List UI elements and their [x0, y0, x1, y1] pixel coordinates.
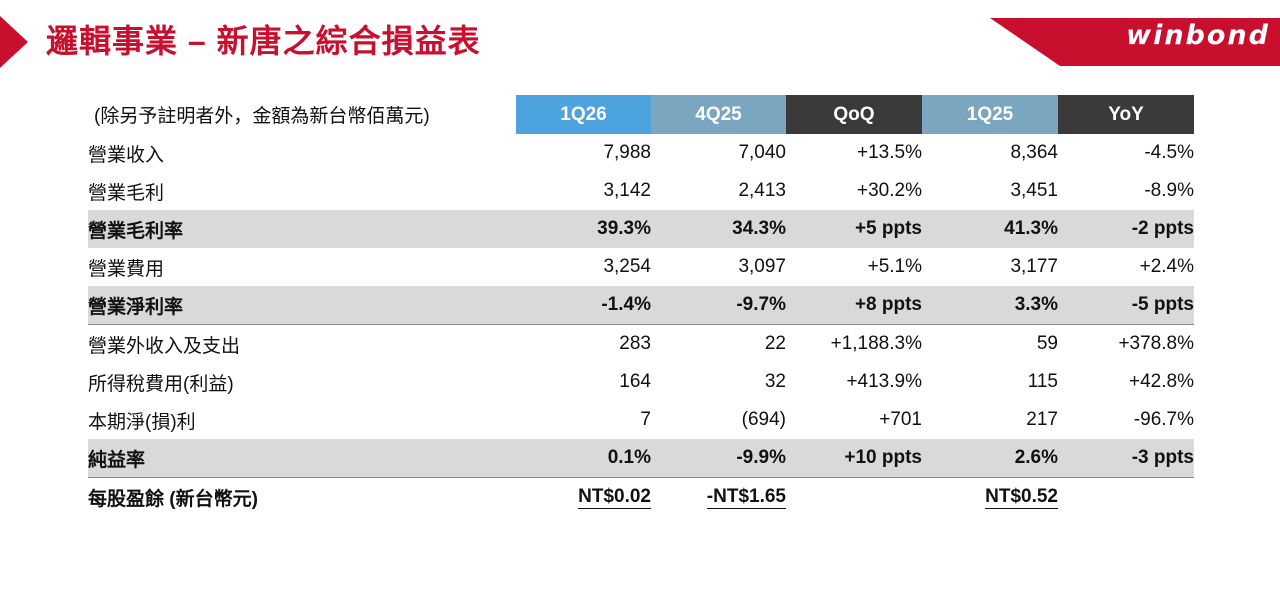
cell-qoq: +13.5%	[857, 142, 922, 163]
cell-qoq: +30.2%	[857, 180, 922, 201]
table-row-income-tax: 所得稅費用(利益) 164 32 +413.9% 115 +42.8%	[88, 363, 1194, 401]
cell-4q25: 22	[764, 333, 786, 354]
cell-qoq	[786, 478, 922, 517]
row-label: 營業毛利	[88, 182, 165, 204]
table-row-operating-expenses: 營業費用 3,254 3,097 +5.1% 3,177 +2.4%	[88, 248, 1194, 286]
table-row-operating-margin: 營業淨利率 -1.4% -9.7% +8 ppts 3.3% -5 ppts	[88, 286, 1194, 325]
row-label: 純益率	[88, 439, 516, 478]
cell-qoq: +5.1%	[867, 256, 922, 277]
eps-value: -NT$1.65	[706, 486, 786, 509]
cell-yoy: -96.7%	[1133, 409, 1194, 430]
cell-4q25: 32	[764, 371, 786, 392]
cell-yoy: -3 ppts	[1058, 439, 1194, 478]
table-row-gross-profit: 營業毛利 3,142 2,413 +30.2% 3,451 -8.9%	[88, 172, 1194, 210]
brand-banner	[990, 18, 1280, 66]
cell-yoy: +378.8%	[1118, 333, 1194, 354]
cell-1q25: 115	[1027, 371, 1058, 392]
cell-yoy	[1058, 478, 1194, 517]
title-accent-triangle	[0, 16, 28, 68]
cell-4q25: (694)	[741, 409, 786, 430]
cell-qoq: +1,188.3%	[830, 333, 922, 354]
cell-4q25: 7,040	[738, 142, 786, 163]
cell-1q25: 3,177	[1010, 256, 1058, 277]
cell-1q25: 3.3%	[922, 286, 1058, 325]
row-label: 營業外收入及支出	[88, 335, 241, 357]
cell-1q25: 41.3%	[922, 210, 1058, 248]
cell-4q25: 3,097	[738, 256, 786, 277]
cell-1q25: 2.6%	[922, 439, 1058, 478]
col-header-yoy: YoY	[1058, 95, 1194, 134]
cell-qoq: +5 ppts	[786, 210, 922, 248]
cell-1q26: 39.3%	[516, 210, 651, 248]
cell-1q26: -1.4%	[516, 286, 651, 325]
row-label: 每股盈餘 (新台幣元)	[88, 488, 258, 510]
cell-1q26: 0.1%	[516, 439, 651, 478]
row-label: 營業淨利率	[88, 286, 516, 325]
cell-1q26: 7,988	[603, 142, 651, 163]
cell-1q26: 164	[619, 371, 651, 392]
cell-1q26: NT$0.02	[516, 478, 651, 517]
cell-4q25: -9.9%	[651, 439, 786, 478]
cell-4q25: -9.7%	[651, 286, 786, 325]
row-label: 營業毛利率	[88, 210, 516, 248]
table-header-row: (除另予註明者外，金額為新台幣佰萬元) 1Q26 4Q25 QoQ 1Q25 Y…	[88, 95, 1194, 134]
row-label: 所得稅費用(利益)	[88, 373, 234, 395]
col-header-1q26: 1Q26	[516, 95, 651, 134]
cell-1q25: NT$0.52	[922, 478, 1058, 517]
unit-note: (除另予註明者外，金額為新台幣佰萬元)	[88, 95, 516, 134]
col-header-1q25: 1Q25	[922, 95, 1058, 134]
eps-value: NT$0.52	[985, 486, 1058, 509]
table-row-net-income: 本期淨(損)利 7 (694) +701 217 -96.7%	[88, 401, 1194, 439]
cell-4q25: -NT$1.65	[651, 478, 786, 517]
cell-yoy: +2.4%	[1139, 256, 1194, 277]
cell-qoq: +10 ppts	[786, 439, 922, 478]
page-title: 邏輯事業 – 新唐之綜合損益表	[46, 23, 481, 59]
col-header-qoq: QoQ	[786, 95, 922, 134]
row-label: 營業收入	[88, 144, 165, 166]
eps-value: NT$0.02	[578, 486, 651, 509]
cell-1q26: 7	[640, 409, 651, 430]
brand-logo: winbond	[1126, 20, 1270, 51]
table-row-eps: 每股盈餘 (新台幣元) NT$0.02 -NT$1.65 NT$0.52	[88, 478, 1194, 517]
col-header-4q25: 4Q25	[651, 95, 786, 134]
cell-yoy: -8.9%	[1144, 180, 1194, 201]
cell-1q25: 3,451	[1010, 180, 1058, 201]
table-row-net-margin: 純益率 0.1% -9.9% +10 ppts 2.6% -3 ppts	[88, 439, 1194, 478]
cell-yoy: +42.8%	[1129, 371, 1194, 392]
cell-qoq: +701	[879, 409, 922, 430]
cell-qoq: +413.9%	[846, 371, 922, 392]
cell-qoq: +8 ppts	[786, 286, 922, 325]
table-row-non-operating: 營業外收入及支出 283 22 +1,188.3% 59 +378.8%	[88, 325, 1194, 364]
cell-4q25: 34.3%	[651, 210, 786, 248]
table-row-gross-margin: 營業毛利率 39.3% 34.3% +5 ppts 41.3% -2 ppts	[88, 210, 1194, 248]
cell-yoy: -2 ppts	[1058, 210, 1194, 248]
cell-yoy: -4.5%	[1144, 142, 1194, 163]
cell-1q26: 3,254	[603, 256, 651, 277]
cell-1q25: 59	[1036, 333, 1058, 354]
cell-1q26: 3,142	[603, 180, 651, 201]
cell-1q26: 283	[619, 333, 651, 354]
income-statement-table: (除另予註明者外，金額為新台幣佰萬元) 1Q26 4Q25 QoQ 1Q25 Y…	[88, 95, 1194, 516]
cell-1q25: 8,364	[1010, 142, 1058, 163]
cell-yoy: -5 ppts	[1058, 286, 1194, 325]
table-row-revenue: 營業收入 7,988 7,040 +13.5% 8,364 -4.5%	[88, 134, 1194, 172]
cell-1q25: 217	[1026, 409, 1058, 430]
row-label: 本期淨(損)利	[88, 411, 196, 433]
row-label: 營業費用	[88, 258, 165, 280]
cell-4q25: 2,413	[738, 180, 786, 201]
